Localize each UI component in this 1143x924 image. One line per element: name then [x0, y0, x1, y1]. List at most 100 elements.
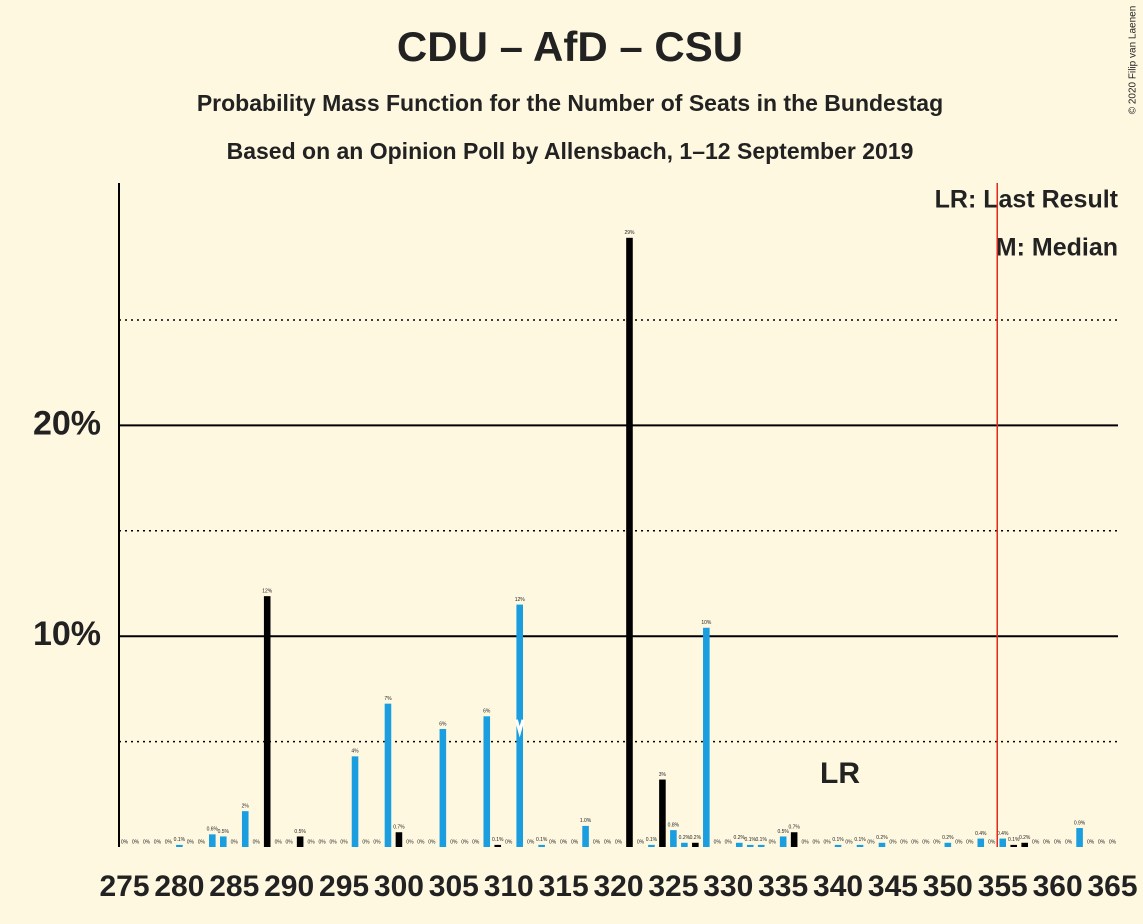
x-tick-label: 325 — [648, 870, 698, 903]
value-label: 3% — [659, 772, 667, 778]
x-tick-label: 340 — [813, 870, 863, 903]
value-label: 0% — [549, 839, 557, 845]
value-label: 0% — [417, 839, 425, 845]
bar — [856, 844, 864, 847]
x-tick-label: 285 — [209, 870, 259, 903]
y-tick-label: 10% — [33, 615, 101, 653]
value-label: 0.2% — [690, 835, 702, 841]
x-tick-label: 290 — [264, 870, 314, 903]
value-label: 0% — [275, 839, 283, 845]
bar — [439, 728, 447, 847]
value-label: 0% — [988, 839, 996, 845]
x-tick-label: 310 — [484, 870, 534, 903]
value-label: 0.2% — [876, 835, 888, 841]
value-label: 0.2% — [942, 835, 954, 841]
bar — [746, 844, 754, 847]
value-label: 0% — [165, 839, 173, 845]
value-label: 0% — [802, 839, 810, 845]
value-label: 0.4% — [997, 831, 1009, 837]
value-label: 0% — [307, 839, 315, 845]
legend-entry: M: Median — [996, 234, 1118, 262]
bar — [176, 844, 183, 847]
bar — [999, 838, 1007, 847]
x-tick-label: 295 — [319, 870, 369, 903]
value-label: 0% — [198, 839, 206, 845]
x-tick-label: 365 — [1087, 870, 1137, 903]
bar — [483, 716, 491, 847]
value-label: 0% — [823, 839, 831, 845]
value-label: 0.2% — [1019, 835, 1031, 841]
value-label: 0% — [966, 839, 974, 845]
x-tick-label: 350 — [923, 870, 973, 903]
annotation: LR — [820, 757, 860, 790]
bar — [263, 596, 271, 847]
value-label: 0.7% — [788, 825, 800, 831]
value-label: 0% — [714, 839, 722, 845]
chart-subtitle: Based on an Opinion Poll by Allensbach, … — [227, 138, 914, 164]
value-label: 0% — [143, 839, 151, 845]
value-label: 29% — [624, 230, 635, 236]
x-tick-label: 330 — [703, 870, 753, 903]
value-label: 0.1% — [1008, 837, 1020, 843]
value-label: 0% — [1043, 839, 1051, 845]
bar — [1010, 844, 1018, 847]
bar — [1076, 828, 1083, 847]
value-label: 0% — [318, 839, 326, 845]
value-label: 0.2% — [679, 835, 691, 841]
bar — [1021, 842, 1028, 847]
bar — [878, 842, 886, 847]
legend-entry: LR: Last Result — [935, 186, 1119, 214]
value-label: 0% — [428, 839, 436, 845]
value-label: 0% — [845, 839, 853, 845]
value-label: 0% — [340, 839, 348, 845]
value-label: 0.1% — [854, 837, 866, 843]
value-label: 0% — [132, 839, 140, 845]
bar — [209, 834, 216, 847]
value-label: 0% — [329, 839, 337, 845]
bar — [582, 825, 589, 847]
bar — [648, 844, 655, 847]
bar — [977, 838, 985, 847]
value-label: 0% — [505, 839, 513, 845]
value-label: 0% — [286, 839, 294, 845]
value-label: 0% — [889, 839, 897, 845]
bar — [219, 836, 227, 847]
value-label: 0% — [867, 839, 875, 845]
value-label: 0% — [725, 839, 733, 845]
value-label: 0% — [1032, 839, 1040, 845]
value-label: 0% — [253, 839, 261, 845]
bar — [626, 237, 633, 848]
value-label: 0% — [1065, 839, 1073, 845]
value-label: 0% — [187, 839, 195, 845]
x-tick-label: 275 — [99, 870, 149, 903]
value-label: 0.1% — [536, 837, 548, 843]
value-label: 1.0% — [580, 818, 592, 824]
chart-title: CDU – AfD – CSU — [397, 23, 743, 70]
value-label: 0% — [911, 839, 919, 845]
bar — [790, 832, 798, 847]
value-label: 0% — [362, 839, 370, 845]
value-label: 4% — [351, 749, 359, 755]
value-label: 0% — [593, 839, 601, 845]
value-label: 0.5% — [218, 829, 230, 835]
value-label: 0.7% — [393, 825, 405, 831]
value-label: 0.1% — [492, 837, 504, 843]
chart-subtitle: Probability Mass Function for the Number… — [197, 90, 943, 116]
x-tick-label: 280 — [154, 870, 204, 903]
value-label: 0% — [812, 839, 820, 845]
value-label: 12% — [515, 597, 526, 603]
value-label: 0.2% — [734, 835, 746, 841]
bar — [944, 842, 952, 847]
bar — [735, 842, 743, 847]
value-label: 0% — [121, 839, 129, 845]
value-label: 0.4% — [975, 831, 987, 837]
value-label: 0% — [527, 839, 535, 845]
value-label: 6% — [439, 721, 447, 727]
bar — [494, 844, 502, 847]
value-label: 0% — [373, 839, 381, 845]
value-label: 0% — [571, 839, 579, 845]
bar — [834, 844, 842, 847]
value-label: 0% — [472, 839, 480, 845]
bar — [659, 779, 666, 847]
